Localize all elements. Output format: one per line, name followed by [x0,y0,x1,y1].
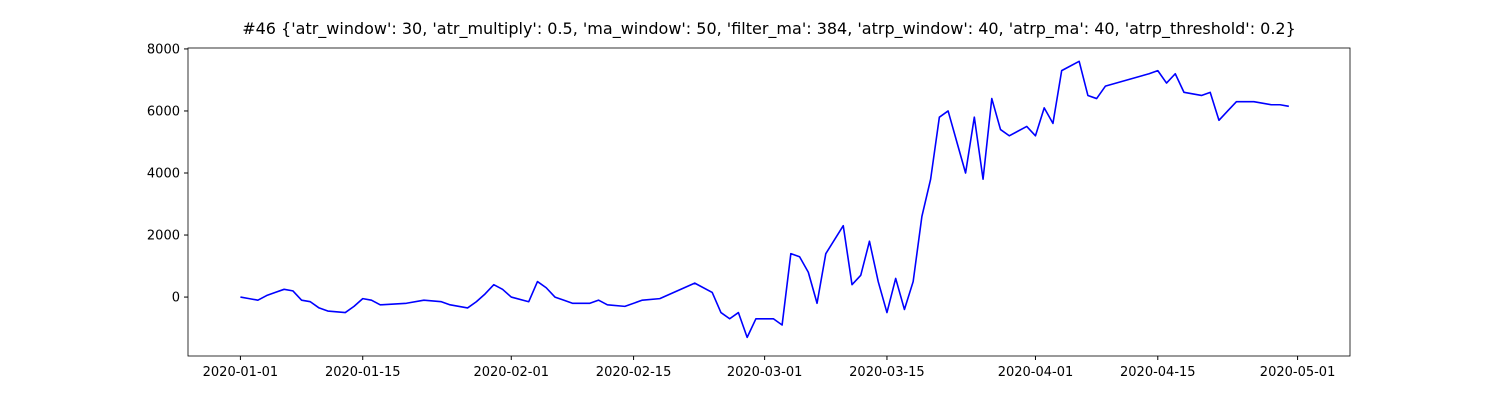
chart-title: #46 {'atr_window': 30, 'atr_multiply': 0… [242,19,1296,39]
x-tick-label: 2020-01-01 [203,365,279,380]
y-tick-label: 8000 [147,42,180,57]
x-tick-label: 2020-05-01 [1260,365,1336,380]
x-tick-label: 2020-03-15 [849,365,925,380]
x-tick-label: 2020-04-15 [1120,365,1196,380]
x-tick-label: 2020-02-15 [596,365,672,380]
y-tick-label: 6000 [147,104,180,119]
x-tick-label: 2020-03-01 [727,365,803,380]
y-tick-label: 0 [172,291,180,306]
x-tick-label: 2020-01-15 [325,365,401,380]
plot-frame [187,47,1351,357]
y-tick-label: 4000 [147,166,180,181]
y-tick-label: 2000 [147,229,180,244]
data-line [240,60,1289,339]
x-tick-label: 2020-04-01 [998,365,1074,380]
x-tick-label: 2020-02-01 [473,365,549,380]
